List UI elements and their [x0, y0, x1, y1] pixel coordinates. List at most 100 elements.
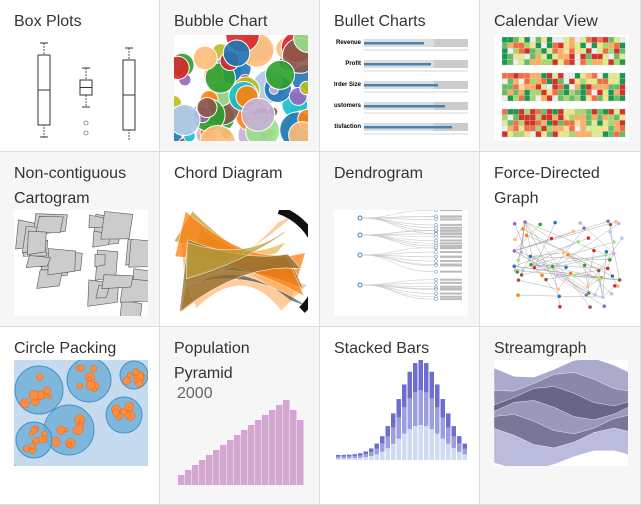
tile-title[interactable]: Bubble Chart — [174, 13, 268, 30]
tile-title[interactable]: Stacked Bars — [334, 340, 430, 357]
decoration — [591, 42, 598, 49]
thumbnail[interactable] — [14, 35, 148, 141]
thumbnail[interactable] — [494, 360, 628, 466]
tile-title[interactable]: Non-contiguous Cartogram — [14, 165, 127, 207]
decoration — [591, 78, 598, 85]
decoration — [174, 104, 201, 137]
decoration — [524, 95, 531, 102]
tile-title[interactable]: Circle Packing — [14, 340, 117, 357]
decoration — [42, 386, 51, 395]
decoration — [440, 438, 445, 460]
decoration — [541, 263, 546, 268]
decoration — [534, 267, 560, 297]
tile-title[interactable]: Streamgraph — [494, 340, 587, 357]
gallery-tile[interactable]: Circle Packing — [0, 327, 160, 505]
decoration — [507, 131, 514, 138]
gallery-tile[interactable]: Force-Directed Graph — [480, 152, 641, 327]
decoration — [513, 95, 519, 102]
decoration — [591, 72, 598, 79]
thumbnail[interactable] — [494, 210, 628, 316]
decoration — [514, 221, 609, 252]
thumbnail[interactable] — [14, 360, 148, 466]
gallery-tile[interactable]: Bullet Charts Revenue Profit Order Size Cust… — [320, 0, 480, 152]
decoration — [192, 465, 199, 468]
decoration — [535, 72, 542, 79]
decoration — [501, 84, 508, 90]
gallery-tile[interactable]: Box Plots — [0, 0, 160, 152]
decoration — [569, 36, 575, 43]
decoration — [569, 53, 575, 60]
decoration — [380, 451, 385, 460]
decoration — [532, 265, 537, 270]
tile-title[interactable]: Box Plots — [14, 13, 82, 30]
decoration — [572, 273, 578, 278]
decoration — [546, 89, 553, 96]
thumbnail[interactable] — [174, 210, 308, 316]
decoration — [602, 114, 609, 121]
gallery-tile[interactable]: Stacked Bars — [320, 327, 480, 505]
decoration — [440, 260, 462, 263]
decoration — [76, 383, 84, 390]
decoration — [440, 239, 462, 242]
decoration — [552, 84, 559, 90]
decoration — [513, 120, 519, 126]
thumbnail[interactable] — [334, 210, 468, 316]
decoration — [597, 78, 603, 85]
tile-title[interactable]: Dendrogram — [334, 165, 423, 182]
tile-title[interactable]: Force-Directed Graph — [494, 165, 600, 207]
decoration — [574, 95, 581, 102]
decoration — [440, 295, 462, 298]
decoration — [530, 252, 564, 257]
gallery-tile[interactable]: Population Pyramid 2000 — [160, 327, 320, 505]
decoration — [608, 84, 615, 90]
thumbnail[interactable] — [174, 35, 308, 141]
decoration — [563, 78, 570, 85]
decoration — [513, 78, 519, 85]
tile-title[interactable]: Bullet Charts — [334, 13, 426, 30]
decoration — [585, 131, 592, 138]
gallery-tile[interactable]: Streamgraph — [480, 327, 641, 505]
decoration — [574, 89, 581, 96]
tile-title[interactable]: Population Pyramid — [174, 340, 250, 382]
decoration — [563, 59, 570, 66]
thumbnail[interactable] — [494, 35, 628, 141]
decoration — [574, 84, 581, 90]
gallery-tile[interactable]: Calendar View — [480, 0, 641, 152]
gallery-tile[interactable]: Bubble Chart — [160, 0, 320, 152]
decoration — [535, 125, 542, 132]
thumbnail[interactable] — [14, 210, 148, 316]
decoration — [514, 223, 532, 265]
decoration — [518, 42, 525, 49]
decoration — [518, 131, 525, 138]
thumbnail[interactable] — [334, 360, 468, 466]
decoration — [72, 424, 84, 436]
tile-title[interactable]: Calendar View — [494, 13, 598, 30]
thumbnail[interactable] — [174, 385, 308, 489]
decoration — [565, 252, 571, 258]
decoration — [514, 222, 526, 240]
decoration — [613, 59, 620, 66]
decoration — [518, 125, 525, 132]
decoration — [619, 53, 626, 60]
decoration — [563, 125, 570, 132]
decoration — [518, 48, 525, 54]
decoration — [587, 250, 595, 287]
gallery-tile[interactable]: Dendrogram — [320, 152, 480, 327]
decoration — [526, 235, 608, 269]
decoration — [557, 304, 563, 309]
thumbnail[interactable]: Revenue Profit Order Size Customers Satisfac… — [334, 35, 468, 141]
gallery-tile[interactable]: Chord Diagram — [160, 152, 320, 327]
decoration — [507, 48, 514, 54]
decoration — [529, 95, 536, 102]
decoration — [608, 95, 615, 102]
decoration — [206, 455, 213, 485]
decoration — [563, 72, 570, 79]
gallery-tile[interactable]: Non-contiguous Cartogram — [0, 152, 160, 327]
decoration — [613, 108, 620, 115]
decoration — [580, 78, 587, 85]
decoration — [524, 78, 531, 85]
decoration — [518, 114, 525, 121]
decoration — [587, 238, 623, 287]
decoration — [619, 84, 626, 90]
tile-title[interactable]: Chord Diagram — [174, 165, 283, 182]
